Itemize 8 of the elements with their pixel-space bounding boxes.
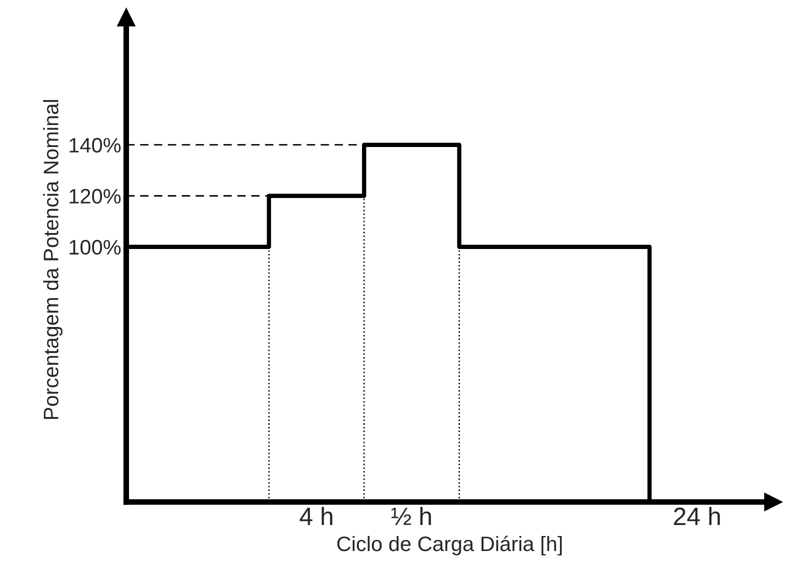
y-axis-title: Porcentagem da Potencia Nominal — [43, 100, 63, 419]
x-tick-label: ½ h — [392, 506, 431, 525]
x-tick-label: 4 h — [300, 506, 332, 525]
y-tick-label: 140% — [70, 138, 121, 153]
x-axis-title: Ciclo de Carga Diária [h] — [337, 536, 562, 556]
y-tick-label: 120% — [70, 188, 121, 204]
y-tick-label: 100% — [70, 240, 121, 255]
x-tick-label: 24 h — [674, 506, 720, 525]
